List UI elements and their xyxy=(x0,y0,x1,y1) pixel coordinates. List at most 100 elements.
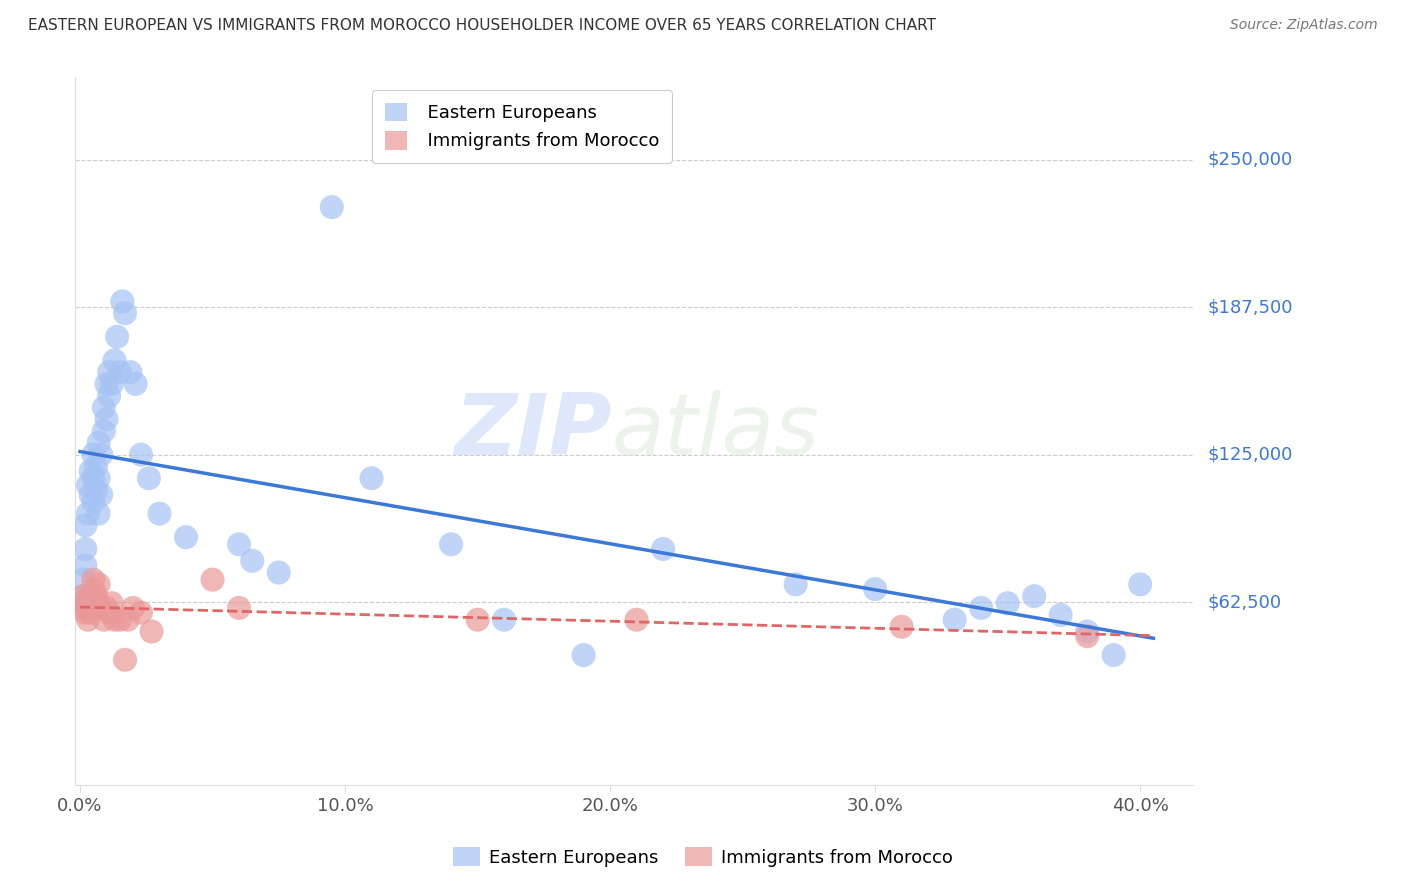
Point xyxy=(129,606,152,620)
Text: R =: R = xyxy=(427,100,465,119)
Point xyxy=(141,624,163,639)
Point xyxy=(124,376,146,391)
Point xyxy=(103,613,125,627)
Text: 33: 33 xyxy=(565,127,589,145)
Text: $250,000: $250,000 xyxy=(1208,151,1292,169)
Point xyxy=(96,376,118,391)
Point xyxy=(240,554,263,568)
Point xyxy=(970,601,993,615)
Point xyxy=(87,507,110,521)
Point xyxy=(129,448,152,462)
Point xyxy=(114,653,136,667)
Point xyxy=(108,365,131,379)
Point xyxy=(87,577,110,591)
Point xyxy=(122,601,145,615)
Point xyxy=(117,613,139,627)
Point xyxy=(863,582,886,596)
Point xyxy=(120,365,142,379)
Point xyxy=(96,601,118,615)
Text: Source: ZipAtlas.com: Source: ZipAtlas.com xyxy=(1230,18,1378,32)
Point xyxy=(93,401,115,415)
Point xyxy=(1102,648,1125,662)
Point xyxy=(72,596,94,610)
Point xyxy=(98,389,121,403)
Point xyxy=(77,478,100,492)
Point xyxy=(87,596,110,610)
Point xyxy=(997,596,1019,610)
Point xyxy=(77,601,100,615)
Point xyxy=(75,606,97,620)
Point xyxy=(79,464,101,478)
Point xyxy=(98,606,121,620)
Point xyxy=(79,488,101,502)
Point xyxy=(75,541,97,556)
Point xyxy=(77,507,100,521)
Point xyxy=(77,596,100,610)
Text: R =: R = xyxy=(427,127,465,145)
Point xyxy=(1129,577,1152,591)
Point xyxy=(90,601,112,615)
Point xyxy=(1076,629,1098,643)
Point xyxy=(84,589,107,603)
Point xyxy=(72,573,94,587)
Text: -0.109: -0.109 xyxy=(458,127,523,145)
Text: -0.219: -0.219 xyxy=(458,100,523,119)
Point xyxy=(79,606,101,620)
Point xyxy=(82,582,104,596)
Point xyxy=(1076,624,1098,639)
Point xyxy=(75,518,97,533)
Point xyxy=(98,365,121,379)
Point xyxy=(626,613,648,627)
Point xyxy=(79,589,101,603)
Point xyxy=(84,459,107,474)
Point xyxy=(101,596,124,610)
Point xyxy=(201,573,224,587)
Point xyxy=(138,471,160,485)
Point xyxy=(572,648,595,662)
Point xyxy=(72,589,94,603)
Point xyxy=(652,541,675,556)
Text: $125,000: $125,000 xyxy=(1208,446,1292,464)
Point xyxy=(87,436,110,450)
Point xyxy=(943,613,966,627)
Legend:   Eastern Europeans,   Immigrants from Morocco: Eastern Europeans, Immigrants from Moroc… xyxy=(373,90,672,163)
Point xyxy=(90,488,112,502)
Point xyxy=(105,330,128,344)
Point xyxy=(82,495,104,509)
Point xyxy=(440,537,463,551)
Point xyxy=(93,424,115,438)
Point xyxy=(77,613,100,627)
Point xyxy=(82,471,104,485)
Point xyxy=(467,613,489,627)
Point xyxy=(87,471,110,485)
Text: $187,500: $187,500 xyxy=(1208,298,1292,317)
Point xyxy=(321,200,343,214)
Text: 56: 56 xyxy=(565,100,589,119)
Point xyxy=(890,620,912,634)
Point xyxy=(785,577,807,591)
Text: N =: N = xyxy=(527,100,579,119)
Point xyxy=(228,601,250,615)
Point xyxy=(82,448,104,462)
Point xyxy=(75,558,97,573)
Point xyxy=(494,613,516,627)
Point xyxy=(1049,607,1071,622)
Point xyxy=(111,294,134,309)
Point xyxy=(103,353,125,368)
Point xyxy=(360,471,382,485)
Point xyxy=(96,412,118,426)
Point xyxy=(84,601,107,615)
Point xyxy=(101,376,124,391)
Point xyxy=(72,589,94,603)
Point xyxy=(90,448,112,462)
Point xyxy=(75,601,97,615)
Point xyxy=(228,537,250,551)
Point xyxy=(82,573,104,587)
Text: $62,500: $62,500 xyxy=(1208,593,1281,611)
Text: EASTERN EUROPEAN VS IMMIGRANTS FROM MOROCCO HOUSEHOLDER INCOME OVER 65 YEARS COR: EASTERN EUROPEAN VS IMMIGRANTS FROM MORO… xyxy=(28,18,936,33)
Text: N =: N = xyxy=(527,127,579,145)
Point xyxy=(84,483,107,497)
Point xyxy=(1024,589,1046,603)
Text: atlas: atlas xyxy=(612,390,820,473)
Legend: Eastern Europeans, Immigrants from Morocco: Eastern Europeans, Immigrants from Moroc… xyxy=(446,840,960,874)
